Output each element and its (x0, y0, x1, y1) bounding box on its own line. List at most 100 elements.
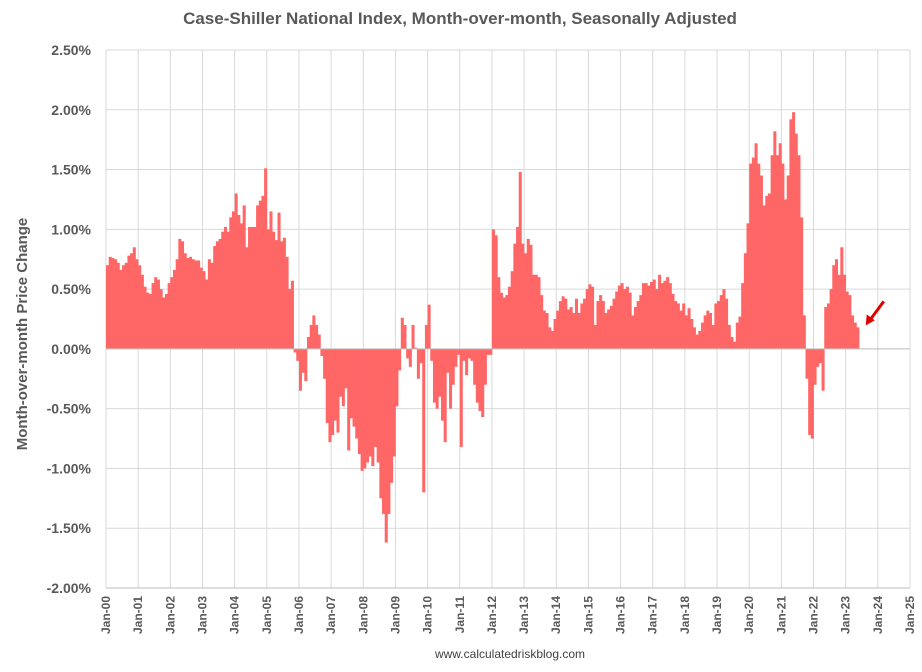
x-tick-label: Jan-01 (131, 596, 145, 634)
bar (387, 348, 391, 514)
x-tick-label: Jan-05 (260, 596, 274, 634)
bar (604, 313, 608, 349)
bar (631, 315, 635, 349)
x-tick-label: Jan-06 (292, 596, 306, 634)
bar (293, 348, 297, 353)
bar (569, 307, 573, 349)
bar (197, 260, 201, 349)
x-tick-label: Jan-19 (710, 596, 724, 634)
bar (392, 348, 396, 457)
bar (240, 223, 244, 349)
bar (285, 256, 289, 349)
bar (205, 279, 209, 349)
bar (135, 259, 139, 349)
bar (253, 226, 257, 349)
bar (794, 133, 798, 349)
bar (751, 157, 755, 349)
bar (722, 289, 726, 349)
x-tick-label: Jan-17 (646, 596, 660, 634)
x-tick-label: Jan-23 (839, 596, 853, 634)
bar (810, 348, 814, 439)
bar (408, 348, 412, 367)
bar (328, 348, 332, 443)
bar (759, 175, 763, 349)
bar (454, 348, 458, 367)
x-tick-label: Jan-25 (903, 596, 917, 634)
bar (151, 283, 155, 349)
y-tick-label: -1.50% (47, 520, 92, 536)
bar (140, 274, 144, 349)
bar (403, 324, 407, 349)
bar (591, 286, 595, 349)
chart-title: Case-Shiller National Index, Month-over-… (183, 9, 737, 28)
bar (537, 277, 541, 349)
bar (357, 348, 361, 455)
x-tick-label: Jan-18 (678, 596, 692, 634)
bar (623, 289, 627, 349)
bar (781, 163, 785, 349)
bar (312, 315, 316, 349)
bar (529, 244, 533, 349)
bar (583, 298, 587, 349)
bar (765, 195, 769, 349)
bar (532, 274, 536, 349)
x-tick-label: Jan-13 (517, 596, 531, 634)
bar (690, 319, 694, 349)
y-tick-label: -0.50% (47, 401, 92, 417)
bar (821, 348, 825, 391)
bar (368, 348, 372, 457)
bar (422, 348, 426, 493)
bar (837, 274, 841, 349)
bar (344, 348, 348, 389)
bar (550, 330, 554, 349)
bar (609, 305, 613, 349)
bar (449, 348, 453, 409)
x-tick-label: Jan-22 (807, 596, 821, 634)
x-tick-label: Jan-12 (485, 596, 499, 634)
bar (733, 341, 737, 349)
y-axis-label: Month-over-month Price Change (14, 218, 31, 451)
bar (851, 315, 855, 349)
bar (365, 348, 369, 463)
bar (467, 348, 471, 359)
bar (749, 163, 753, 349)
bar (282, 237, 286, 349)
bar (441, 348, 445, 421)
bar (156, 279, 160, 349)
bar (226, 231, 230, 349)
y-tick-label: 1.00% (51, 221, 91, 237)
bar (717, 301, 721, 349)
bar (620, 283, 624, 349)
bar (636, 301, 640, 349)
bar (202, 271, 206, 349)
bar (607, 309, 611, 349)
bar (840, 247, 844, 349)
bar (671, 293, 675, 349)
bar (395, 348, 399, 407)
bar (617, 285, 621, 349)
bar (526, 238, 530, 349)
bar (834, 259, 838, 349)
bar (264, 168, 268, 349)
bar (304, 348, 308, 382)
bar (430, 348, 434, 361)
bar (663, 280, 667, 349)
bar (427, 304, 431, 349)
bar (432, 348, 436, 403)
bar (776, 155, 780, 349)
y-tick-labels: 2.50% 2.00% 1.50% 1.00% 0.50% 0.00% -0.50% -1.0… (47, 42, 92, 596)
bars (106, 112, 860, 543)
bar (633, 307, 637, 349)
bar (301, 348, 305, 373)
y-tick-label: 0.50% (51, 281, 91, 297)
bar (650, 281, 654, 349)
x-tick-label: Jan-21 (774, 596, 788, 634)
bar (497, 277, 501, 349)
bar (735, 322, 739, 349)
x-tick-label: Jan-04 (228, 596, 242, 634)
bar (848, 295, 852, 349)
bar (692, 327, 696, 349)
bar (545, 313, 549, 349)
bar (789, 119, 793, 349)
bar (564, 298, 568, 349)
